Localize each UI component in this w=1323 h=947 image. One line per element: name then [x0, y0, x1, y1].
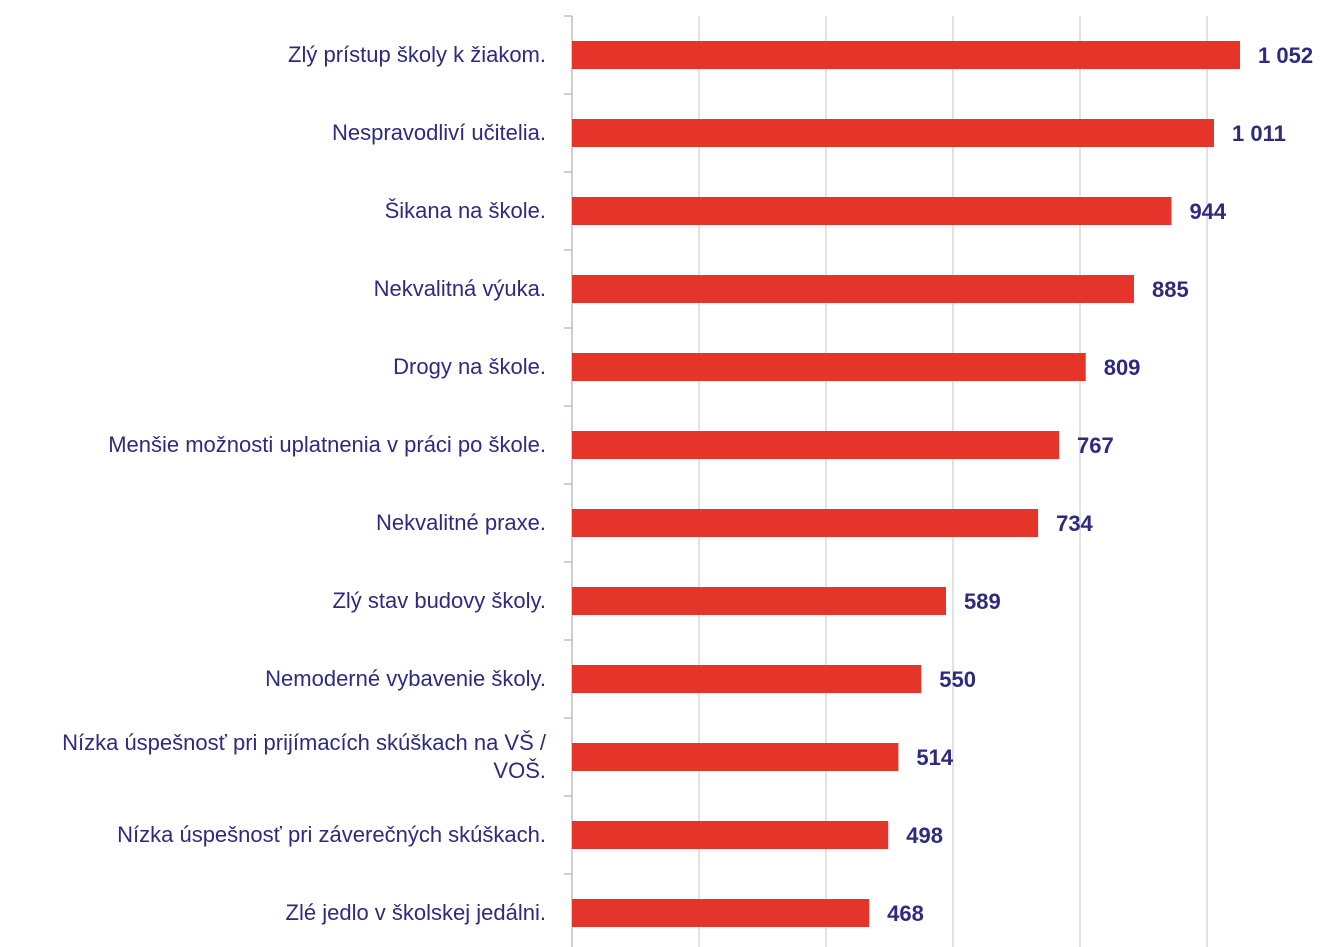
category-label: Drogy na škole.: [4, 328, 546, 406]
bar: [572, 587, 947, 615]
value-label: 944: [1189, 199, 1226, 224]
bar: [572, 821, 889, 849]
value-label: 1 052: [1258, 43, 1313, 68]
value-label: 589: [964, 589, 1001, 614]
category-text: Zlý stav budovy školy.: [332, 588, 546, 613]
value-label: 767: [1077, 433, 1114, 458]
category-text: Nekvalitná výuka.: [373, 276, 546, 301]
category-text: Nízka úspešnosť pri záverečných skúškach…: [117, 822, 546, 847]
value-label: 809: [1104, 355, 1141, 380]
category-label: Menšie možnosti uplatnenia v práci po šk…: [4, 406, 546, 484]
category-label: Nízka úspešnosť pri prijímacích skúškach…: [4, 718, 546, 796]
value-label: 734: [1056, 511, 1093, 536]
category-text: Nespravodliví učitelia.: [332, 120, 546, 145]
bar: [572, 743, 899, 771]
category-label: Zlý stav budovy školy.: [4, 562, 546, 640]
category-text: Drogy na škole.: [393, 354, 546, 379]
bar: [572, 275, 1134, 303]
bar: [572, 41, 1241, 69]
bar: [572, 509, 1039, 537]
category-label: Nekvalitné praxe.: [4, 484, 546, 562]
bar: [572, 353, 1086, 381]
bar: [572, 197, 1172, 225]
category-label: Šikana na škole.: [4, 172, 546, 250]
value-label: 550: [939, 667, 976, 692]
category-text: Zlé jedlo v školskej jedálni.: [285, 900, 546, 925]
value-label: 1 011: [1232, 121, 1286, 146]
category-text: Nemoderné vybavenie školy.: [265, 666, 546, 691]
category-label: Zlý prístup školy k žiakom.: [4, 16, 546, 94]
value-label: 885: [1152, 277, 1189, 302]
category-label: Nekvalitná výuka.: [4, 250, 546, 328]
value-label: 498: [906, 823, 943, 848]
value-label: 514: [916, 745, 953, 770]
value-label: 468: [887, 901, 924, 926]
category-text: Šikana na škole.: [384, 198, 546, 223]
bar: [572, 431, 1060, 459]
category-text: Zlý prístup školy k žiakom.: [288, 42, 546, 67]
bar: [572, 899, 870, 927]
category-text: Nekvalitné praxe.: [376, 510, 546, 535]
category-text: Menšie možnosti uplatnenia v práci po šk…: [108, 432, 546, 457]
bar: [572, 119, 1214, 147]
category-label: Zlé jedlo v školskej jedálni.: [4, 874, 546, 947]
category-text: Nízka úspešnosť pri prijímacích skúškach…: [62, 730, 546, 783]
category-label: Nemoderné vybavenie školy.: [4, 640, 546, 718]
category-label: Nespravodliví učitelia.: [4, 94, 546, 172]
category-label: Nízka úspešnosť pri záverečných skúškach…: [4, 796, 546, 874]
bar: [572, 665, 922, 693]
